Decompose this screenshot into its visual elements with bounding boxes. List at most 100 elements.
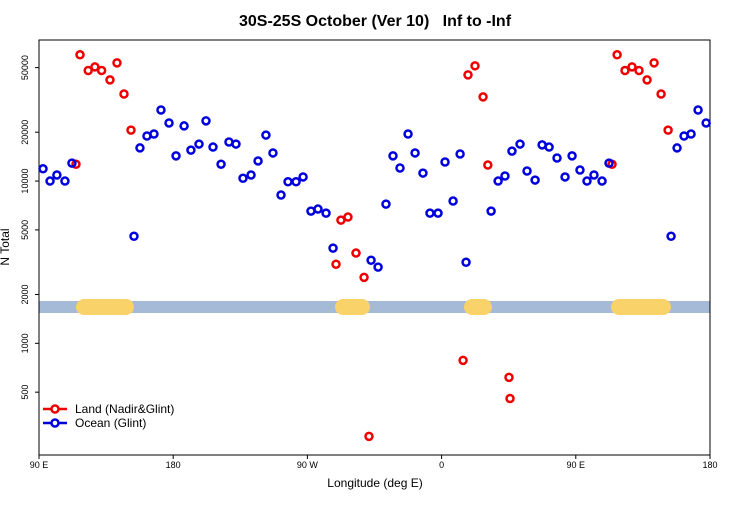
- point: [634, 65, 644, 76]
- point: [642, 75, 652, 85]
- point: [276, 190, 286, 200]
- point: [164, 118, 174, 128]
- point: [45, 176, 55, 186]
- chart-title: 30S-25S October (Ver 10) Inf to -Inf: [239, 13, 512, 30]
- point: [75, 50, 85, 60]
- point: [328, 243, 338, 253]
- point: [331, 259, 341, 270]
- legend-label: Ocean (Glint): [75, 416, 146, 430]
- point: [179, 121, 189, 131]
- point: [388, 151, 398, 161]
- point: [544, 142, 554, 152]
- point: [135, 143, 145, 153]
- y-tick-label: 1000: [20, 333, 30, 353]
- point: [119, 89, 129, 99]
- point: [67, 158, 77, 168]
- surface-band: [39, 299, 710, 315]
- point: [470, 61, 480, 71]
- x-tick-label: 0: [439, 460, 444, 470]
- point: [425, 208, 435, 218]
- point: [627, 62, 637, 72]
- point: [418, 168, 428, 178]
- y-tick-label: 500: [20, 385, 30, 400]
- point: [567, 151, 577, 161]
- point: [129, 231, 139, 241]
- point: [656, 89, 666, 99]
- point: [313, 204, 323, 214]
- point: [478, 92, 488, 102]
- point: [126, 125, 136, 135]
- point: [693, 105, 703, 115]
- point: [463, 70, 473, 80]
- y-tick-label: 50000: [20, 55, 30, 80]
- point: [216, 159, 226, 169]
- y-axis-label: N Total: [0, 228, 12, 265]
- point: [560, 172, 570, 182]
- plot-frame: [38, 39, 711, 456]
- point: [604, 158, 614, 168]
- point: [208, 142, 218, 152]
- point: [186, 145, 196, 155]
- ocean-band: [39, 301, 710, 313]
- point: [351, 248, 361, 258]
- point: [395, 163, 405, 173]
- point: [483, 160, 493, 170]
- point: [448, 196, 458, 206]
- x-tick-label: 90 E: [567, 460, 586, 470]
- point: [381, 199, 391, 209]
- point: [666, 231, 676, 241]
- point: [105, 75, 115, 85]
- point: [194, 139, 204, 149]
- point: [156, 105, 166, 115]
- point: [231, 139, 241, 149]
- point: [253, 156, 263, 166]
- y-tick-label: 5000: [20, 220, 30, 240]
- legend-label: Land (Nadir&Glint): [75, 402, 174, 416]
- y-tick-label: 20000: [20, 120, 30, 145]
- point: [364, 431, 374, 442]
- point: [612, 50, 622, 60]
- land-band: [335, 299, 370, 315]
- point: [366, 255, 376, 266]
- point: [403, 129, 413, 139]
- point: [486, 206, 496, 216]
- point: [507, 146, 517, 156]
- x-axis-label: Longitude (deg E): [327, 476, 422, 490]
- point: [649, 58, 659, 68]
- point: [83, 65, 93, 76]
- point: [504, 372, 514, 383]
- y-tick-label: 10000: [20, 169, 30, 194]
- point: [663, 125, 673, 135]
- point: [246, 170, 256, 180]
- y-tick-label: 2000: [20, 284, 30, 304]
- legend-marker: [50, 404, 60, 414]
- point: [359, 272, 369, 283]
- point: [112, 58, 122, 68]
- point: [283, 177, 293, 187]
- point: [552, 153, 562, 163]
- point: [620, 65, 630, 76]
- point: [410, 148, 420, 158]
- point: [582, 176, 592, 186]
- point: [60, 176, 70, 186]
- point: [575, 165, 585, 175]
- point: [440, 157, 450, 167]
- point: [268, 148, 278, 158]
- point: [298, 172, 308, 182]
- point: [686, 129, 696, 139]
- point: [455, 149, 465, 159]
- point: [493, 176, 503, 186]
- legend-marker: [50, 418, 60, 428]
- point: [238, 173, 248, 184]
- point: [201, 116, 211, 126]
- point: [672, 143, 682, 153]
- land-band: [464, 299, 492, 315]
- point: [522, 166, 532, 176]
- land-band: [76, 299, 134, 315]
- x-tick-label: 90 W: [297, 460, 319, 470]
- point: [291, 177, 301, 187]
- point: [90, 62, 100, 72]
- x-tick-label: 180: [166, 460, 181, 470]
- point: [458, 355, 468, 366]
- point: [461, 257, 471, 267]
